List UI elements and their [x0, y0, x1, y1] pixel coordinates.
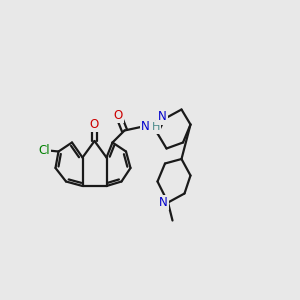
Text: O: O	[114, 109, 123, 122]
Text: N: N	[141, 119, 150, 133]
Text: N: N	[158, 110, 166, 124]
Text: O: O	[90, 118, 99, 131]
Text: H: H	[152, 122, 160, 133]
Text: N: N	[159, 196, 168, 209]
Text: Cl: Cl	[39, 143, 50, 157]
